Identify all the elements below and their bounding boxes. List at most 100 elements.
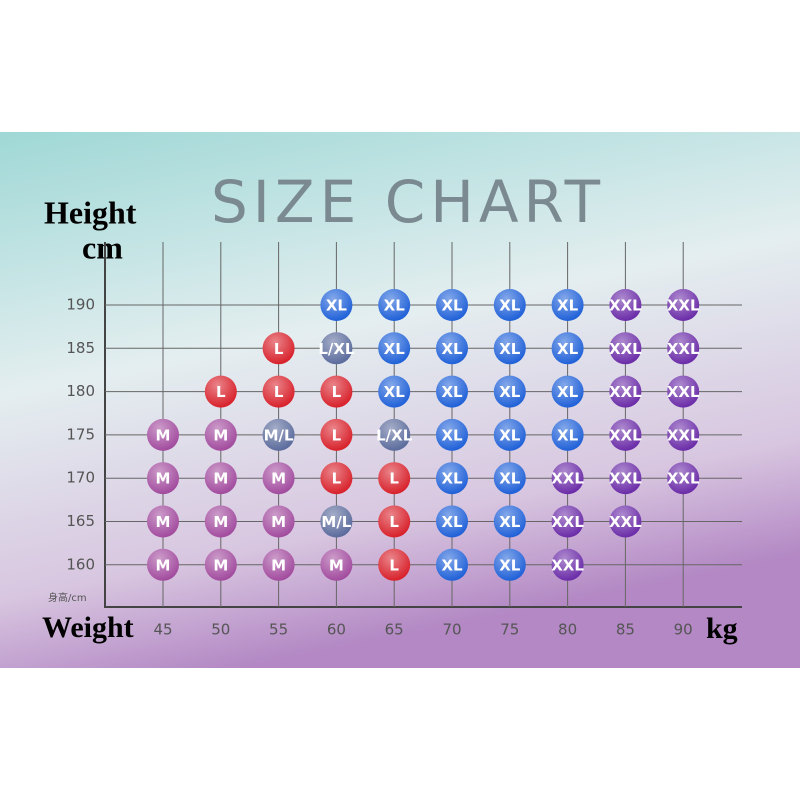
size-label: XL: [326, 297, 348, 315]
size-label: XL: [441, 383, 463, 401]
size-label: L: [332, 426, 342, 444]
size-label: XL: [384, 383, 406, 401]
size-label: XXL: [609, 426, 642, 444]
y-label: cm: [82, 229, 123, 265]
badge-shine: [147, 418, 179, 451]
size-label: XXL: [609, 297, 642, 315]
badge-shine: [320, 462, 353, 495]
size-label: XL: [557, 383, 579, 401]
y-label: Height: [44, 194, 137, 230]
badge-shine: [204, 418, 237, 451]
badge-shine: [436, 505, 468, 538]
size-label: XL: [499, 340, 521, 358]
badge-shine: [667, 375, 700, 408]
size-label: XXL: [609, 513, 642, 531]
size-label: M: [156, 470, 171, 488]
size-label: M: [271, 513, 286, 531]
badge-shine: [493, 289, 526, 321]
size-label: L: [216, 383, 226, 401]
badge-shine: [551, 375, 584, 408]
size-label: XXL: [551, 513, 584, 531]
size-label: XXL: [609, 383, 642, 401]
size-label: L: [274, 340, 284, 358]
badge-shine: [667, 418, 700, 451]
badge-shine: [320, 332, 353, 365]
badge-shine: [667, 289, 700, 321]
badge-shine: [378, 505, 411, 538]
size-label: XXL: [609, 470, 642, 488]
size-label: XXL: [667, 297, 700, 315]
size-label: XL: [499, 513, 521, 531]
badge-shine: [436, 332, 468, 365]
badge-shine: [436, 548, 468, 581]
size-label: L: [332, 470, 342, 488]
size-label: L: [389, 513, 399, 531]
x-unit: kg: [706, 612, 738, 645]
badge-shine: [551, 332, 584, 365]
badge-shine: [147, 548, 179, 581]
badge-shine: [320, 505, 353, 538]
badge-shine: [320, 548, 353, 581]
badge-shine: [609, 505, 642, 538]
size-label: M/L: [321, 513, 351, 531]
size-label: M: [213, 426, 228, 444]
size-label: XXL: [551, 556, 584, 574]
y-tick-label: 180: [66, 382, 95, 400]
y-tick-label: 175: [66, 425, 95, 443]
badge-shine: [147, 462, 179, 495]
badge-shine: [609, 332, 642, 365]
size-label: XL: [499, 470, 521, 488]
badge-shine: [493, 332, 526, 365]
badge-shine: [320, 418, 353, 451]
badge-shine: [551, 462, 584, 495]
size-label: M/L: [264, 426, 294, 444]
x-tick-label: 85: [616, 621, 635, 639]
badge-shine: [493, 375, 526, 408]
y-tick-label: 185: [66, 339, 95, 357]
badge-shine: [378, 548, 411, 581]
badge-shine: [320, 289, 353, 321]
x-tick-label: 65: [385, 621, 404, 639]
size-label: XXL: [667, 426, 700, 444]
title: SIZE CHART: [211, 168, 605, 236]
size-label: XL: [557, 426, 579, 444]
size-label: L: [389, 556, 399, 574]
badge-shine: [551, 505, 584, 538]
y-tick-label: 190: [66, 296, 95, 314]
x-tick-label: 50: [211, 621, 230, 639]
badge-shine: [667, 332, 700, 365]
size-label: M: [271, 556, 286, 574]
size-label: XXL: [609, 340, 642, 358]
size-label: XL: [499, 383, 521, 401]
size-label: XXL: [667, 383, 700, 401]
size-label: M: [271, 470, 286, 488]
x-label: Weight: [42, 611, 134, 644]
badge-shine: [493, 418, 526, 451]
badge-shine: [378, 289, 411, 321]
badge-shine: [204, 462, 237, 495]
badge-shine: [436, 418, 468, 451]
size-label: M: [213, 470, 228, 488]
badge-shine: [609, 289, 642, 321]
size-label: XL: [441, 340, 463, 358]
x-tick-label: 90: [674, 621, 693, 639]
badge-shine: [262, 332, 295, 365]
badge-shine: [551, 418, 584, 451]
badge-shine: [436, 462, 468, 495]
size-label: XL: [441, 470, 463, 488]
size-label: M: [156, 513, 171, 531]
badge-shine: [609, 462, 642, 495]
badge-shine: [551, 289, 584, 321]
badge-shine: [262, 375, 295, 408]
badge-shine: [609, 418, 642, 451]
badge-shine: [378, 418, 411, 451]
x-tick-label: 45: [153, 621, 172, 639]
size-label: XXL: [667, 340, 700, 358]
x-tick-label: 70: [442, 621, 461, 639]
badge-shine: [436, 375, 468, 408]
size-label: XL: [499, 556, 521, 574]
badge-shine: [262, 462, 295, 495]
size-label: L/XL: [318, 340, 355, 358]
size-label: XL: [441, 426, 463, 444]
